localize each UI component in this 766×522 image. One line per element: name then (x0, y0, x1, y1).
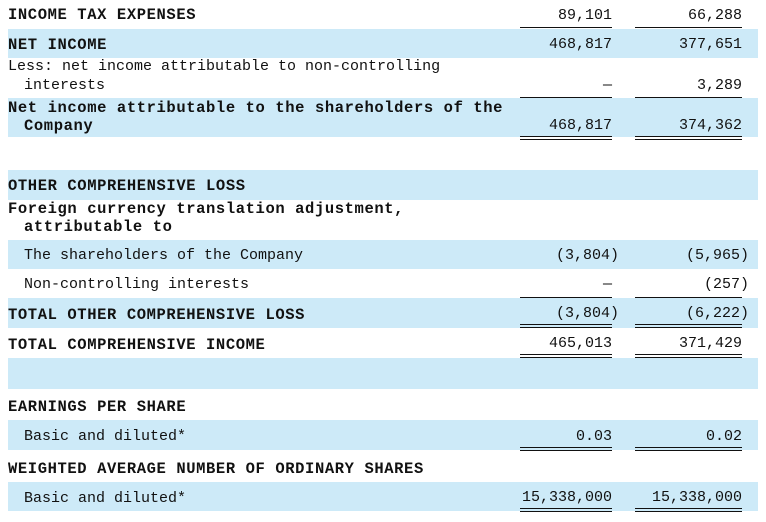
value-prior: 66,288 (687, 7, 742, 24)
row-label: Net income attributable to the sharehold… (8, 99, 504, 117)
double-underline (520, 354, 612, 358)
underline (520, 297, 612, 298)
row-eps-basic: Basic and diluted* 0.03 0.02 (8, 420, 758, 451)
value-current: 0.03 (575, 428, 612, 445)
value-prior: 15,338,000 (651, 489, 742, 506)
underline (635, 27, 742, 28)
row-label: INCOME TAX EXPENSES (8, 6, 197, 24)
row-blank (8, 358, 758, 389)
double-underline (520, 447, 612, 451)
value-current: 89,101 (557, 7, 612, 24)
underline (635, 97, 742, 98)
value-prior: 3,289 (696, 77, 742, 94)
double-underline (520, 508, 612, 512)
row-label: Basic and diluted* (24, 490, 187, 507)
value-prior: (257) (703, 276, 749, 293)
double-underline (635, 324, 742, 328)
value-current: — (602, 77, 612, 94)
row-label: Basic and diluted* (24, 428, 187, 445)
section-heading: EARNINGS PER SHARE (8, 398, 187, 416)
value-prior: 0.02 (705, 428, 742, 445)
double-underline (520, 324, 612, 328)
row-label: TOTAL OTHER COMPREHENSIVE LOSS (8, 306, 306, 324)
value-prior: (5,965) (685, 247, 749, 264)
row-label: NET INCOME (8, 36, 108, 54)
value-current: 15,338,000 (521, 489, 612, 506)
value-current: 468,817 (548, 36, 612, 53)
underline (635, 297, 742, 298)
value-prior: 371,429 (678, 335, 742, 352)
row-label-cont: attributable to (24, 218, 173, 236)
row-shares-header: WEIGHTED AVERAGE NUMBER OF ORDINARY SHAR… (8, 450, 758, 482)
row-eps-header: EARNINGS PER SHARE (8, 389, 758, 420)
row-total-ocl: TOTAL OTHER COMPREHENSIVE LOSS (3,804) (… (8, 298, 758, 328)
value-current: 465,013 (548, 335, 612, 352)
row-label-cont: Company (24, 117, 94, 135)
value-prior: 374,362 (678, 117, 742, 134)
row-label: The shareholders of the Company (24, 247, 304, 264)
value-current: (3,804) (555, 247, 619, 264)
value-prior: 377,651 (678, 36, 742, 53)
row-fx-nci: Non-controlling interests — (257) (8, 269, 758, 298)
value-current: 468,817 (548, 117, 612, 134)
double-underline (635, 136, 742, 140)
double-underline (635, 508, 742, 512)
row-income-tax: INCOME TAX EXPENSES 89,101 66,288 (8, 0, 758, 29)
row-label: TOTAL COMPREHENSIVE INCOME (8, 336, 266, 354)
row-ni-shareholders: Net income attributable to the sharehold… (8, 98, 758, 140)
double-underline (520, 136, 612, 140)
row-fx-header: Foreign currency translation adjustment,… (8, 200, 758, 240)
row-label: Foreign currency translation adjustment, (8, 200, 405, 218)
row-fx-shareholders: The shareholders of the Company (3,804) … (8, 240, 758, 269)
value-current: (3,804) (555, 305, 619, 322)
underline (520, 97, 612, 98)
row-shares-basic: Basic and diluted* 15,338,000 15,338,000 (8, 482, 758, 512)
row-less-nci: Less: net income attributable to non-con… (8, 58, 758, 98)
row-net-income: NET INCOME 468,817 377,651 (8, 29, 758, 58)
section-heading: OTHER COMPREHENSIVE LOSS (8, 177, 246, 195)
double-underline (635, 447, 742, 451)
value-current: — (602, 276, 612, 293)
row-ocl-header: OTHER COMPREHENSIVE LOSS (8, 170, 758, 200)
row-label: Less: net income attributable to non-con… (8, 58, 441, 75)
row-label-cont: interests (24, 77, 106, 94)
section-heading: WEIGHTED AVERAGE NUMBER OF ORDINARY SHAR… (8, 460, 424, 478)
double-underline (635, 354, 742, 358)
value-prior: (6,222) (685, 305, 749, 322)
underline (520, 27, 612, 28)
row-total-ci: TOTAL COMPREHENSIVE INCOME 465,013 371,4… (8, 328, 758, 358)
row-label: Non-controlling interests (24, 276, 250, 293)
